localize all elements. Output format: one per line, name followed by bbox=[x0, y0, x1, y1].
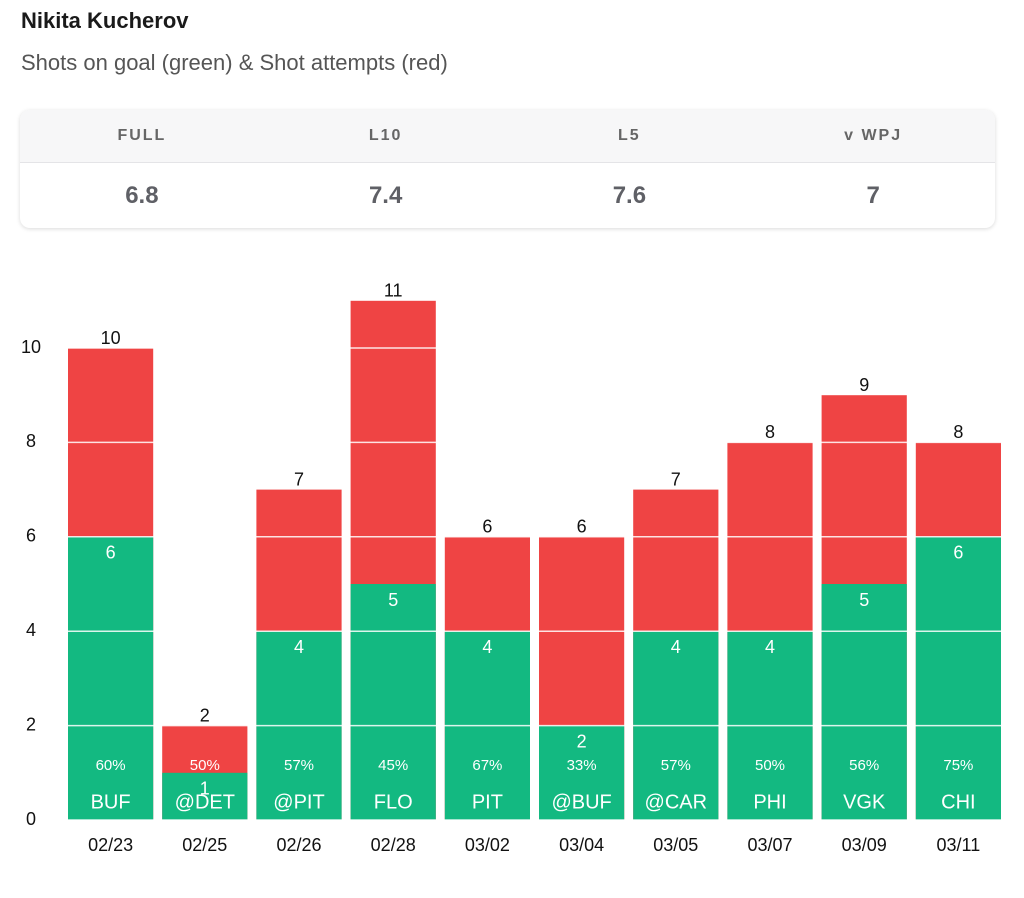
stat-label: v WPJ bbox=[844, 127, 903, 144]
pct-label: 57% bbox=[284, 757, 314, 774]
opponent-label: @DET bbox=[175, 791, 235, 813]
bar bbox=[821, 584, 907, 820]
opponent-label: @BUF bbox=[551, 791, 611, 813]
pct-label: 75% bbox=[943, 757, 973, 774]
attempts-label: 7 bbox=[671, 469, 681, 489]
pct-label: 67% bbox=[472, 757, 502, 774]
attempts-label: 7 bbox=[294, 469, 304, 489]
opponent-label: FLO bbox=[374, 791, 413, 813]
x-tick-label: 03/05 bbox=[653, 835, 698, 855]
bar bbox=[68, 536, 154, 820]
shots-label: 5 bbox=[859, 590, 869, 610]
opponent-label: @PIT bbox=[273, 791, 324, 813]
attempts-label: 9 bbox=[859, 375, 869, 395]
stats-header: FULL L10 L5 v WPJ bbox=[20, 110, 995, 163]
x-tick-label: 02/28 bbox=[371, 835, 416, 855]
y-tick-label: 8 bbox=[26, 431, 36, 451]
opponent-label: PIT bbox=[472, 791, 503, 813]
pct-label: 56% bbox=[849, 757, 879, 774]
stat-label: FULL bbox=[117, 127, 167, 144]
bar bbox=[350, 584, 436, 820]
shots-label: 4 bbox=[671, 637, 681, 657]
attempts-label: 10 bbox=[101, 328, 121, 348]
opponent-label: VGK bbox=[843, 791, 886, 813]
stat-value: 6.8 bbox=[125, 182, 159, 209]
opponent-label: PHI bbox=[753, 791, 786, 813]
shots-label: 4 bbox=[765, 637, 775, 657]
stat-value: 7.4 bbox=[368, 182, 403, 209]
pct-label: 60% bbox=[96, 757, 126, 774]
x-tick-label: 03/07 bbox=[747, 835, 792, 855]
opponent-label: CHI bbox=[941, 791, 975, 813]
shots-label: 4 bbox=[294, 637, 304, 657]
player-name: Nikita Kucherov bbox=[21, 8, 189, 33]
pct-label: 57% bbox=[661, 757, 691, 774]
x-tick-label: 03/09 bbox=[842, 835, 887, 855]
x-tick-label: 02/25 bbox=[182, 835, 227, 855]
y-tick-label: 6 bbox=[26, 526, 36, 546]
subtitle: Shots on goal (green) & Shot attempts (r… bbox=[21, 50, 448, 75]
stat-label: L10 bbox=[368, 127, 403, 144]
shots-label: 4 bbox=[482, 637, 492, 657]
attempts-label: 11 bbox=[384, 281, 403, 301]
shots-label: 6 bbox=[953, 543, 963, 563]
opponent-label: BUF bbox=[91, 791, 131, 813]
stat-label: L5 bbox=[618, 127, 641, 144]
pct-label: 33% bbox=[567, 757, 597, 774]
shots-label: 1 bbox=[200, 779, 210, 799]
y-tick-label: 10 bbox=[21, 337, 41, 357]
y-tick-label: 2 bbox=[26, 714, 36, 734]
attempts-label: 6 bbox=[577, 517, 587, 537]
bar bbox=[915, 536, 1001, 820]
attempts-label: 8 bbox=[953, 422, 963, 442]
shots-label: 2 bbox=[577, 731, 587, 751]
bar bbox=[539, 725, 625, 820]
stats-values: 6.8 7.4 7.6 7 bbox=[20, 163, 995, 228]
y-tick-label: 4 bbox=[26, 620, 36, 640]
opponent-label: @CAR bbox=[645, 791, 708, 813]
attempts-label: 8 bbox=[765, 422, 775, 442]
shots-label: 5 bbox=[388, 590, 398, 610]
x-tick-label: 03/02 bbox=[465, 835, 510, 855]
y-tick-label: 0 bbox=[26, 809, 36, 829]
stat-value: 7 bbox=[866, 182, 880, 209]
pct-label: 50% bbox=[190, 757, 220, 774]
x-tick-label: 03/11 bbox=[937, 835, 981, 855]
bar bbox=[162, 772, 248, 820]
stat-value: 7.6 bbox=[612, 182, 647, 209]
pct-label: 45% bbox=[378, 757, 408, 774]
x-tick-label: 02/23 bbox=[88, 835, 133, 855]
pct-label: 50% bbox=[755, 757, 785, 774]
shots-label: 6 bbox=[106, 543, 116, 563]
attempts-label: 2 bbox=[200, 705, 210, 725]
x-tick-label: 02/26 bbox=[276, 835, 321, 855]
attempts-label: 6 bbox=[482, 517, 492, 537]
stats-card: FULL L10 L5 v WPJ 6.8 7.4 7.6 7 bbox=[20, 110, 995, 228]
x-tick-label: 03/04 bbox=[559, 835, 604, 855]
